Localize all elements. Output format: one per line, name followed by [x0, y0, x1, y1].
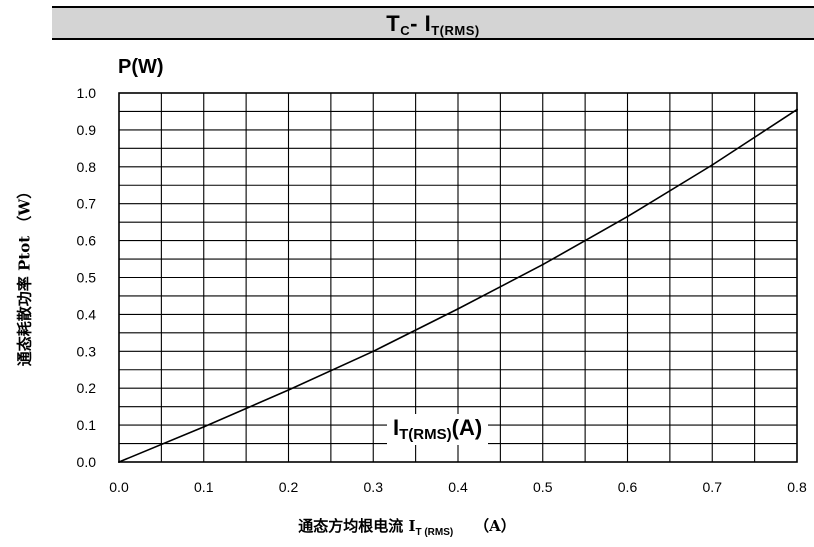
chart-title-bar: TC- IT(RMS)	[52, 6, 814, 40]
y-unit-label: P(W)	[118, 56, 164, 78]
x-tick-label: 0.4	[448, 479, 468, 495]
data-point	[457, 307, 459, 310]
data-point	[202, 425, 205, 428]
data-point	[372, 350, 375, 353]
grid-layer	[119, 93, 797, 462]
tick-label-layer: 0.0 0.1 0.2 0.3 0.4 0.5 0.6 0.7 0.8 0.0 0.1 0.2 0.3 0…	[77, 85, 807, 495]
y-tick-label: 0.4	[77, 306, 97, 322]
y-tick-label: 0.5	[77, 270, 97, 286]
y-tick-label: 0.3	[77, 343, 97, 359]
x-tick-label: 0.2	[279, 479, 299, 495]
y-tick-label: 0.9	[77, 122, 97, 138]
x-tick-label: 0.1	[194, 479, 214, 495]
inplot-axis-label: IT(RMS)(A)	[387, 414, 489, 445]
x-tick-label: 0.3	[364, 479, 384, 495]
y-tick-label: 0.6	[77, 233, 97, 249]
x-tick-label: 0.7	[703, 479, 723, 495]
chart-title: TC- IT(RMS)	[386, 11, 480, 38]
y-tick-label: 0.0	[77, 454, 97, 470]
x-axis-label: 通态方均根电流 IT (RMS) （A）	[298, 517, 516, 538]
x-tick-label: 0.8	[787, 479, 807, 495]
plot-frame	[118, 92, 798, 463]
data-point	[711, 163, 714, 166]
x-tick-label: 0.6	[618, 479, 638, 495]
y-tick-label: 0.1	[77, 417, 97, 433]
y-tick-label: 0.7	[77, 196, 97, 212]
x-tick-label: 0.0	[109, 479, 129, 495]
data-point	[541, 263, 544, 266]
y-axis-label: 通态耗散功率 Ptot （W）	[15, 183, 34, 367]
x-tick-label: 0.5	[533, 479, 553, 495]
data-point	[287, 389, 290, 392]
data-point	[626, 215, 629, 218]
y-tick-label: 0.2	[77, 380, 97, 396]
y-tick-label: 0.8	[77, 159, 97, 175]
y-tick-label: 1.0	[77, 85, 97, 101]
